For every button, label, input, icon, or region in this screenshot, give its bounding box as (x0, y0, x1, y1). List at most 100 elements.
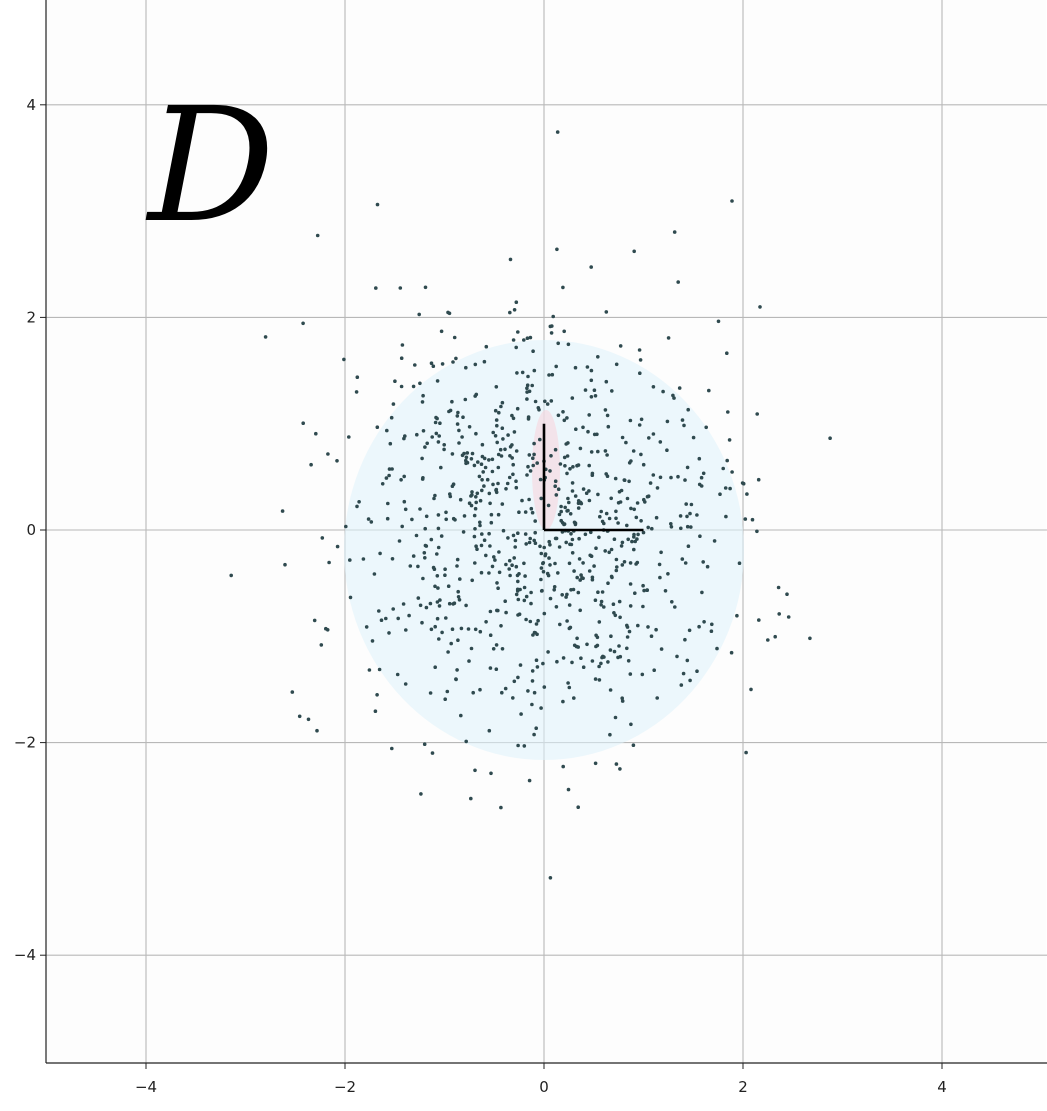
scatter-point (229, 573, 233, 578)
scatter-point (606, 424, 611, 429)
scatter-point (489, 771, 493, 776)
scatter-point (566, 441, 570, 445)
scatter-point (565, 471, 569, 476)
scatter-point (514, 592, 519, 597)
scatter-point (478, 687, 482, 692)
scatter-point (516, 579, 520, 584)
scatter-point (479, 543, 484, 548)
scatter-point (348, 595, 353, 600)
scatter-point (718, 492, 722, 497)
scatter-point (723, 486, 728, 490)
scatter-point (309, 462, 313, 467)
scatter-point (370, 639, 375, 643)
scatter-point (433, 624, 438, 629)
scatter-point (548, 543, 552, 547)
scatter-point (556, 341, 560, 346)
scatter-point (438, 598, 442, 602)
scatter-point (574, 427, 578, 432)
scatter-point (744, 750, 748, 755)
scatter-point (613, 476, 618, 481)
scatter-point (436, 513, 441, 517)
scatter-point (539, 496, 543, 501)
scatter-point (530, 669, 535, 673)
scatter-point (658, 440, 663, 444)
scatter-point (290, 690, 295, 694)
scatter-point (390, 557, 395, 561)
scatter-point (500, 400, 505, 405)
scatter-point (614, 362, 619, 367)
scatter-point (602, 655, 606, 659)
scatter-point (577, 536, 581, 541)
scatter-point (516, 531, 520, 535)
scatter-point (421, 576, 425, 581)
scatter-point (335, 459, 339, 463)
scatter-point (401, 602, 406, 606)
scatter-point (685, 658, 690, 663)
scatter-point (524, 594, 529, 599)
scatter-point (439, 465, 443, 470)
scatter-point (646, 625, 650, 629)
scatter-point (515, 406, 520, 411)
scatter-point (391, 607, 396, 611)
scatter-point (461, 415, 465, 420)
scatter-point (514, 345, 518, 350)
scatter-point (636, 623, 640, 628)
scatter-point (511, 472, 515, 477)
scatter-point (785, 592, 789, 596)
scatter-point (483, 465, 488, 470)
scatter-point (700, 590, 704, 595)
y-tick-label: 4 (26, 96, 36, 114)
scatter-point (510, 413, 514, 418)
scatter-point (680, 557, 685, 561)
scatter-point (679, 683, 684, 687)
scatter-point (443, 567, 447, 571)
scatter-point (650, 526, 654, 531)
scatter-point (416, 596, 421, 600)
scatter-point (756, 477, 761, 482)
scatter-point (527, 497, 531, 502)
scatter-point (516, 597, 521, 602)
scatter-point (312, 618, 317, 623)
scatter-point (589, 395, 594, 399)
scatter-point (533, 530, 537, 535)
scatter-point (469, 494, 473, 498)
scatter-point (553, 447, 558, 452)
scatter-point (389, 415, 394, 420)
scatter-point (459, 626, 464, 631)
scatter-point (534, 622, 539, 626)
scatter-point (373, 709, 378, 713)
scatter-point (563, 505, 567, 510)
scatter-point (433, 665, 438, 669)
scatter-point (622, 478, 627, 483)
scatter-point (372, 572, 377, 576)
scatter-point (479, 462, 484, 467)
scatter-point (599, 661, 603, 666)
scatter-point (549, 331, 554, 335)
x-tick-label: −4 (135, 1078, 157, 1096)
scatter-point (583, 532, 588, 537)
scatter-point (455, 668, 459, 672)
scatter-point (494, 490, 499, 495)
scatter-point (488, 501, 492, 506)
y-tick-label: 0 (26, 521, 36, 539)
scatter-point (620, 699, 625, 703)
scatter-point (473, 527, 477, 531)
scatter-point (526, 374, 530, 379)
scatter-point (446, 584, 451, 588)
scatter-point (488, 633, 493, 637)
scatter-point (666, 336, 671, 340)
scatter-point (530, 510, 535, 515)
scatter-point (579, 656, 583, 660)
scatter-point (435, 379, 440, 383)
scatter-point (471, 690, 476, 695)
scatter-point (500, 502, 505, 506)
scatter-point (516, 675, 520, 680)
scatter-point (570, 396, 575, 400)
scatter-point (516, 330, 520, 334)
scatter-point (457, 428, 461, 433)
scatter-point (455, 414, 460, 418)
scatter-point (641, 462, 646, 467)
scatter-point (705, 564, 710, 569)
scatter-point (385, 516, 390, 521)
